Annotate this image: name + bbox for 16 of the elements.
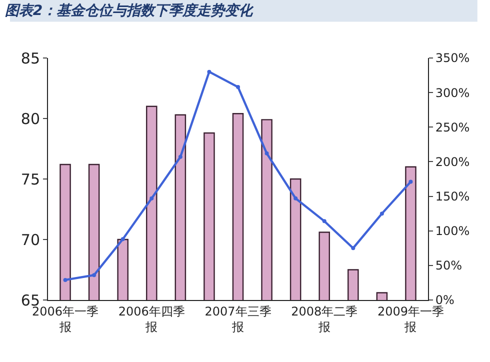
y2-tick-label: 50% [435, 258, 462, 273]
y-tick-label: 85 [20, 49, 40, 68]
y-tick-label: 75 [20, 170, 40, 188]
y2-tick-label: 300% [435, 86, 470, 100]
y2-tick-label: 250% [435, 120, 470, 134]
chart-title: 图表2：基金仓位与指数下季度走势变化 [4, 2, 255, 20]
x-tick-label: 2009年一季报 [377, 304, 444, 334]
y-tick-label: 80 [20, 110, 40, 128]
x-tick-label: 2007年三季报 [204, 304, 272, 334]
y2-tick-label: 100% [435, 224, 470, 238]
y2-tick-label: 150% [435, 189, 470, 204]
x-tick-label: 2008年二季报 [291, 304, 358, 334]
y-tick-label: 70 [20, 230, 40, 249]
y2-tick-label: 200% [435, 154, 470, 169]
y2-tick-label: 350% [435, 51, 470, 66]
x-tick-label: 2006年四季报 [118, 304, 185, 334]
